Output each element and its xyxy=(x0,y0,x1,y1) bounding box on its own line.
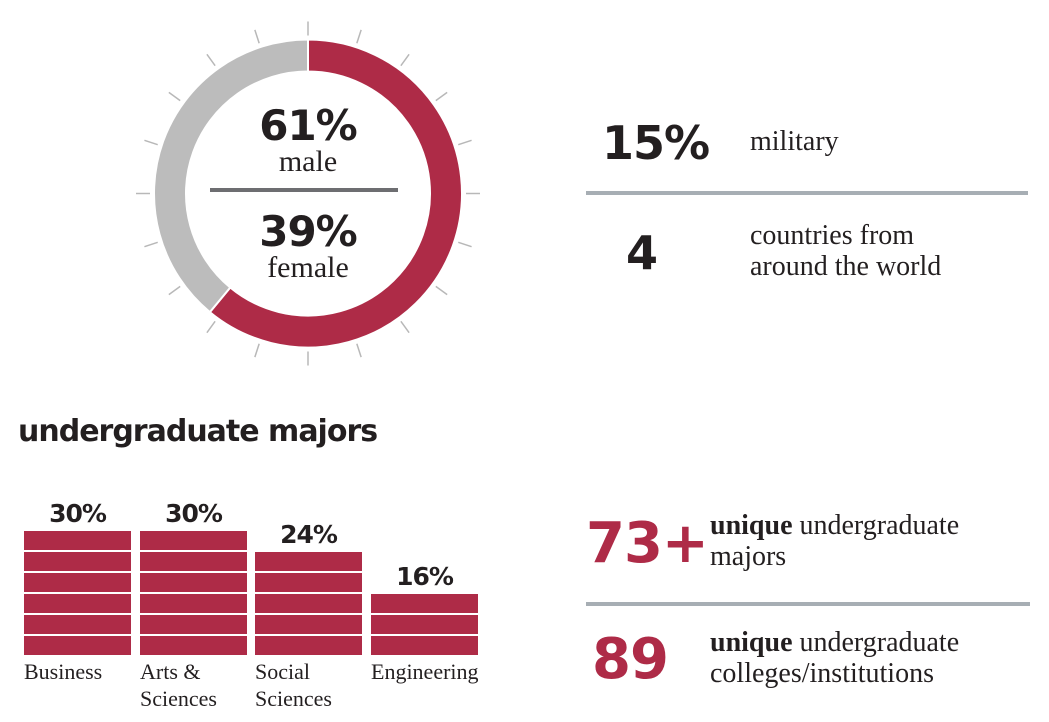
donut-tick-mark xyxy=(356,29,362,44)
bar-segment xyxy=(24,594,131,613)
donut-segment-female xyxy=(153,38,309,314)
bar-segment xyxy=(255,594,362,613)
bar-business xyxy=(24,531,131,655)
donut-tick-mark xyxy=(400,320,410,334)
majors-count-label-line1: unique undergraduate xyxy=(710,510,959,541)
bar-category-label: Engineering xyxy=(371,659,479,684)
bar-segment xyxy=(24,636,131,655)
majors-count-label-line2: majors xyxy=(710,541,787,572)
bar-segment xyxy=(371,636,478,655)
bar-category-label: Business xyxy=(24,659,103,684)
bar-segment xyxy=(140,594,247,613)
stats-divider-bottom xyxy=(586,602,1030,606)
bar-category-label: Sciences xyxy=(255,686,332,711)
donut-tick-mark xyxy=(206,53,216,67)
majors-section-title: undergraduate majors xyxy=(18,414,378,449)
donut-tick-mark xyxy=(144,139,158,146)
bar-social-sciences xyxy=(255,552,362,655)
colleges-count-bold: unique xyxy=(710,627,793,658)
bar-segment xyxy=(24,615,131,634)
bar-category-label: Sciences xyxy=(140,686,217,711)
donut-tick-mark xyxy=(206,320,216,334)
bar-segment xyxy=(371,615,478,634)
donut-tick-mark xyxy=(356,343,362,358)
bar-value-label: 24% xyxy=(280,520,338,549)
colleges-count-value: 89 xyxy=(592,627,669,692)
countries-stat-label-line1: countries from xyxy=(750,220,915,251)
bar-value-label: 30% xyxy=(165,499,223,528)
bar-segment xyxy=(140,531,247,550)
bar-segment xyxy=(255,552,362,571)
bar-segment xyxy=(24,531,131,550)
donut-segment-male xyxy=(208,38,463,349)
bar-segment xyxy=(24,573,131,592)
stats-divider-top xyxy=(586,191,1028,195)
military-stat-value: 15% xyxy=(602,116,710,170)
bar-value-label: 16% xyxy=(396,562,454,591)
colleges-count-rest: undergraduate xyxy=(792,627,960,658)
donut-divider xyxy=(210,188,398,192)
donut-tick-mark xyxy=(435,91,448,102)
bar-segment xyxy=(255,615,362,634)
female-label: female xyxy=(267,251,349,284)
bar-category-label: Social xyxy=(255,659,310,684)
bar-arts-sciences xyxy=(140,531,247,655)
bar-segment xyxy=(140,573,247,592)
bar-segment xyxy=(255,636,362,655)
bar-value-label: 30% xyxy=(49,499,107,528)
male-percent: 61% xyxy=(259,101,358,150)
colleges-count-label-line1: unique undergraduate xyxy=(710,627,959,658)
donut-tick-mark xyxy=(168,91,181,102)
bar-category-label: Arts & xyxy=(140,659,201,684)
donut-tick-mark xyxy=(254,29,260,44)
bar-segment xyxy=(140,552,247,571)
donut-tick-mark xyxy=(458,139,472,146)
majors-count-value: 73+ xyxy=(586,511,709,576)
female-percent: 39% xyxy=(259,207,358,256)
donut-tick-mark xyxy=(254,343,260,358)
military-stat-label: military xyxy=(750,126,839,157)
bar-segment xyxy=(24,552,131,571)
countries-stat-value: 4 xyxy=(626,226,658,280)
donut-tick-mark xyxy=(458,241,472,248)
countries-stat-label-line2: around the world xyxy=(750,251,942,282)
donut-tick-mark xyxy=(400,53,410,67)
majors-count-rest: undergraduate xyxy=(792,510,960,541)
donut-tick-mark xyxy=(435,285,448,296)
bar-engineering xyxy=(371,594,478,655)
bar-segment xyxy=(140,636,247,655)
male-label: male xyxy=(278,145,338,178)
bar-segment xyxy=(371,594,478,613)
gender-donut-chart xyxy=(136,21,480,366)
bar-segment xyxy=(255,573,362,592)
donut-tick-mark xyxy=(168,285,181,296)
donut-tick-mark xyxy=(144,241,158,248)
majors-count-bold: unique xyxy=(710,510,793,541)
bar-segment xyxy=(140,615,247,634)
colleges-count-label-line2: colleges/institutions xyxy=(710,658,934,689)
